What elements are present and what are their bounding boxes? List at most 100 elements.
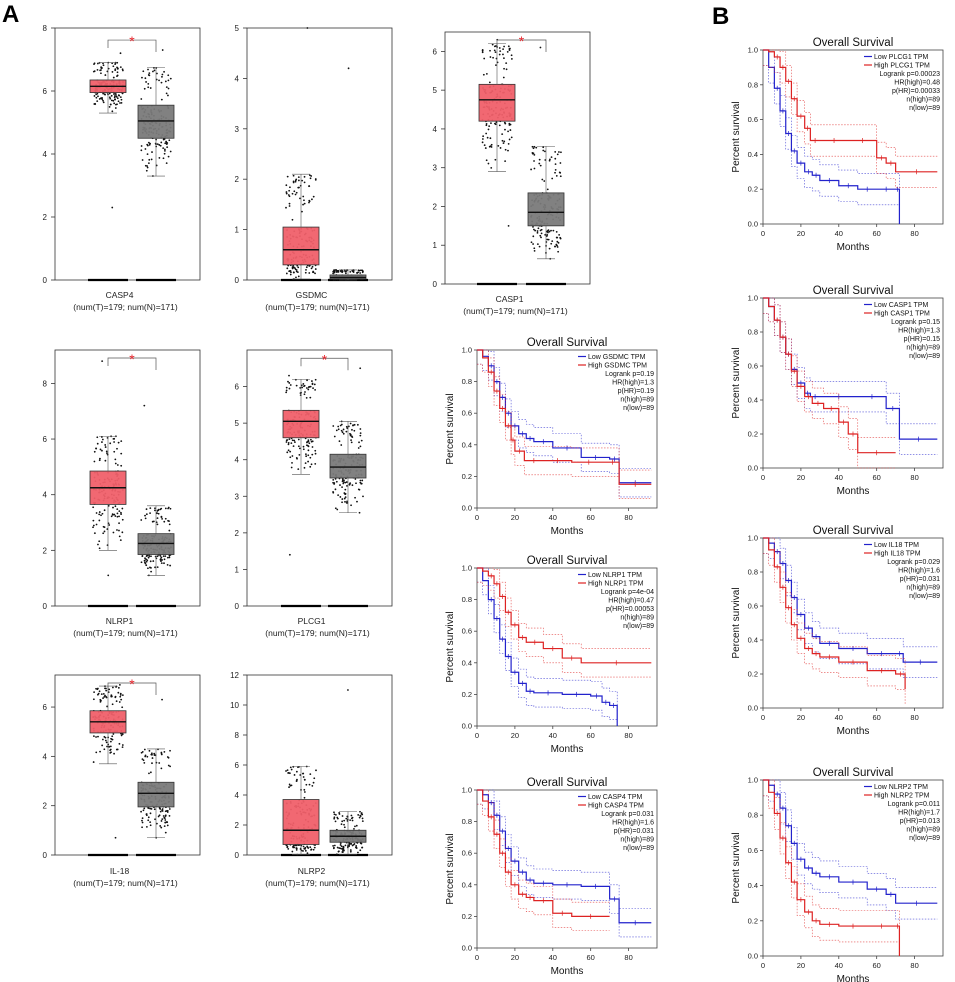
tumor-point [492,56,494,59]
chart-title: Overall Survival [527,555,608,567]
tumor-point [92,70,95,73]
tumor-point [288,189,291,192]
x-tick-label: 40 [835,473,843,482]
tumor-point [113,441,116,443]
normal-point [550,242,553,245]
significance-bracket [300,357,349,371]
tumor-point [493,49,496,52]
tumor-point [507,45,510,48]
tumor-point [304,846,307,849]
normal-point [145,81,147,83]
x-tick-label: 80 [910,961,918,970]
normal-point [169,150,172,153]
km-plot-km_plcg1: Overall Survival 0 20 40 60 80 0.0 0.2 0.4 0.6 0.8… [731,37,944,253]
tumor-point [288,786,290,789]
normal-point [158,144,161,146]
legend-stat: n(low)=89 [909,835,940,842]
y-tick-label: 1 [235,565,240,574]
tumor-point [483,57,486,60]
y-tick-label: 0.8 [748,811,758,820]
tumor-point [302,203,304,206]
plot-frame [476,349,658,509]
tumor-point [502,76,505,79]
tumor-point [303,778,306,781]
tumor-point [299,774,302,776]
normal-point [150,555,152,558]
tumor-point [507,130,509,133]
normal-point [169,749,171,752]
normal-point [358,441,360,444]
tumor-point [290,271,292,274]
tumor-point [119,102,121,104]
tumor-point [305,455,308,458]
tumor-point [311,784,314,787]
normal-point [158,79,160,82]
normal-point [532,147,535,150]
tumor-point [302,845,305,848]
normal-point [149,560,152,563]
normal-point [353,827,355,830]
normal-point [169,77,172,80]
survival-curve-1 [477,789,610,917]
normal-point [169,564,172,567]
normal-point [559,162,562,164]
tumor-point [114,107,117,109]
tumor-point [303,466,306,469]
survival-curve-0 [763,49,901,224]
tumor-point [481,49,484,52]
normal-point [554,245,556,248]
x-tick-label: 20 [797,229,805,238]
tumor-point [119,539,122,542]
tumor-point [112,99,115,102]
tumor-point [311,446,314,448]
tumor-point [285,441,288,443]
tumor-box [282,799,320,845]
x-tick-label: 40 [549,953,557,962]
normal-point [554,163,557,166]
x-tick-label: 60 [873,713,881,722]
y-tick-label: 5 [235,24,240,33]
y-axis-label: Percent survival [731,832,742,903]
tumor-point [116,748,119,751]
tumor-point [95,512,98,514]
normal-point [557,250,560,253]
normal-point [555,236,558,239]
legend-entry: High IL18 TPM [874,551,921,558]
tumor-point [285,192,288,195]
y-tick-label: 0 [43,276,48,285]
x-axis-label: Months [837,974,870,982]
y-tick-label: 0.4 [462,440,472,449]
y-tick-label: 0.8 [462,595,472,604]
normal-point [142,809,145,812]
tumor-point [309,773,312,776]
tumor-point [302,850,304,852]
tumor-point [121,746,124,749]
normal-point [533,154,536,156]
tumor-point [290,466,293,469]
boxplot-casp1: 0 1 2 3 4 5 6 * CASP1 (num(T)=179; num(N)=171) [433,31,591,316]
tumor-point [303,199,305,202]
ci-upper-1 [477,789,610,903]
tumor-point [305,453,307,456]
tumor-point [314,452,317,455]
normal-point [533,160,535,162]
x-axis-label: Months [551,966,584,977]
normal-point [156,523,159,526]
normal-point [536,231,539,234]
normal-point [532,243,534,245]
tumor-point [95,751,98,754]
x-tick-label: 80 [624,953,632,962]
normal-point [354,478,357,480]
normal-point [540,236,542,239]
gene-label: PLCG1 [298,616,326,626]
ci-upper-1 [477,567,652,649]
tumor-point [101,360,104,363]
normal-point [558,151,560,153]
tumor-point [481,141,484,144]
tumor-point [307,460,309,463]
tumor-point [288,205,291,207]
tumor-point [285,206,287,209]
normal-point [165,140,168,143]
y-tick-label: 0.8 [462,377,472,386]
x-tick-label: 0 [475,731,479,740]
